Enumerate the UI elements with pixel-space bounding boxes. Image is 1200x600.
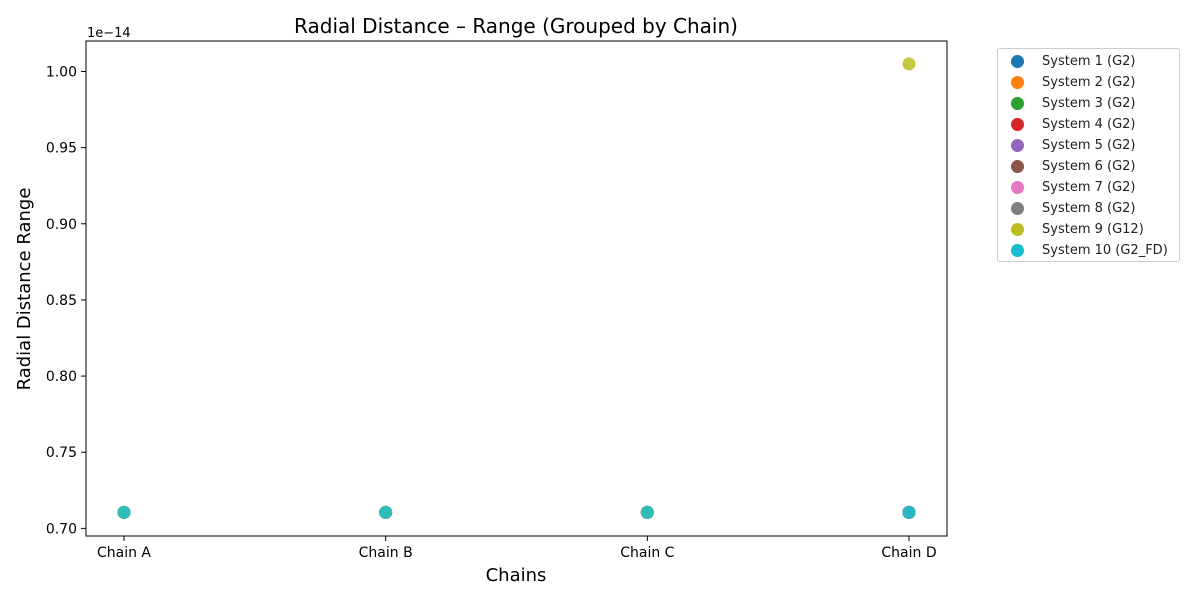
y-tick-label: 0.70 xyxy=(46,521,77,537)
data-point xyxy=(902,57,916,71)
data-point xyxy=(117,505,131,519)
y-tick-label: 0.95 xyxy=(46,141,77,157)
plot-marks xyxy=(117,57,916,519)
legend-label: System 8 (G2) xyxy=(1042,201,1136,216)
legend-label: System 10 (G2_FD) xyxy=(1042,243,1168,258)
legend-marker xyxy=(1011,244,1024,257)
x-tick-label: Chain D xyxy=(881,545,936,561)
legend-marker xyxy=(1011,97,1024,110)
legend-entry: System 10 (G2_FD) xyxy=(998,240,1179,261)
y-axis-label: Radial Distance Range xyxy=(14,188,35,391)
legend-entry: System 5 (G2) xyxy=(998,135,1179,156)
legend-label: System 1 (G2) xyxy=(1042,54,1136,69)
legend-entry: System 2 (G2) xyxy=(998,72,1179,93)
legend-marker xyxy=(1011,139,1024,152)
legend-label: System 7 (G2) xyxy=(1042,180,1136,195)
legend-marker xyxy=(1011,55,1024,68)
legend-marker xyxy=(1011,202,1024,215)
y-tick-label: 1.00 xyxy=(46,64,77,80)
y-tick-label: 0.75 xyxy=(46,445,77,461)
legend-label: System 4 (G2) xyxy=(1042,117,1136,132)
legend-entry: System 6 (G2) xyxy=(998,156,1179,177)
y-axis-ticks: 0.70 0.75 0.80 0.85 0.90 0.95 1.00 xyxy=(46,64,86,537)
chart-title: Radial Distance – Range (Grouped by Chai… xyxy=(294,14,738,38)
legend-entry: System 4 (G2) xyxy=(998,114,1179,135)
legend-entry: System 3 (G2) xyxy=(998,93,1179,114)
plot-frame xyxy=(85,40,948,537)
legend: System 1 (G2) System 2 (G2) System 3 (G2) S… xyxy=(997,48,1180,262)
x-tick-label: Chain A xyxy=(97,545,151,561)
legend-marker xyxy=(1011,76,1024,89)
data-point xyxy=(902,505,916,519)
legend-entry: System 8 (G2) xyxy=(998,198,1179,219)
legend-marker xyxy=(1011,223,1024,236)
y-tick-label: 0.85 xyxy=(46,293,77,309)
data-point xyxy=(640,505,654,519)
legend-marker xyxy=(1011,181,1024,194)
legend-entry: System 9 (G12) xyxy=(998,219,1179,240)
y-offset-label: 1e−14 xyxy=(87,26,131,41)
x-axis-label: Chains xyxy=(486,565,547,586)
legend-entry: System 1 (G2) xyxy=(998,51,1179,72)
legend-label: System 6 (G2) xyxy=(1042,159,1136,174)
legend-entry: System 7 (G2) xyxy=(998,177,1179,198)
legend-label: System 2 (G2) xyxy=(1042,75,1136,90)
legend-label: System 5 (G2) xyxy=(1042,138,1136,153)
x-axis-ticks: Chain A Chain B Chain C Chain D xyxy=(97,536,937,561)
legend-marker xyxy=(1011,160,1024,173)
legend-label: System 3 (G2) xyxy=(1042,96,1136,111)
legend-marker xyxy=(1011,118,1024,131)
y-tick-label: 0.80 xyxy=(46,369,77,385)
x-tick-label: Chain C xyxy=(620,545,674,561)
data-point xyxy=(379,505,393,519)
y-tick-label: 0.90 xyxy=(46,217,77,233)
legend-label: System 9 (G12) xyxy=(1042,222,1144,237)
x-tick-label: Chain B xyxy=(359,545,413,561)
